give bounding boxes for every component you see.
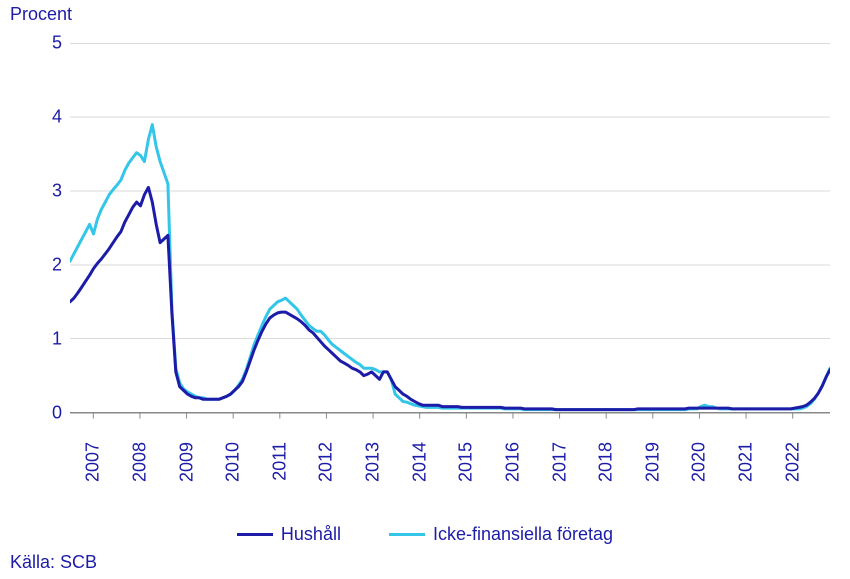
x-tick-label: 2022	[782, 442, 803, 482]
x-tick-label: 2011	[269, 442, 290, 481]
y-tick-label: 4	[52, 107, 70, 128]
x-tick-label: 2021	[736, 442, 757, 482]
x-tick-label: 2019	[642, 442, 663, 482]
y-tick-label: 5	[52, 33, 70, 54]
x-tick-label: 2008	[129, 442, 150, 482]
x-tick-label: 2013	[363, 442, 384, 482]
legend-label-hushall: Hushåll	[281, 524, 341, 545]
x-tick-label: 2018	[596, 442, 617, 482]
source-label: Källa: SCB	[10, 552, 97, 573]
x-tick-label: 2016	[502, 442, 523, 482]
chart-container: Procent 01234520072008200920102011201220…	[0, 0, 850, 579]
x-tick-label: 2012	[316, 442, 337, 482]
x-tick-label: 2009	[176, 442, 197, 482]
legend-item-icke-finansiella: Icke-finansiella företag	[389, 524, 613, 545]
x-tick-label: 2015	[456, 442, 477, 482]
legend: Hushåll Icke-finansiella företag	[0, 524, 850, 545]
legend-swatch-icke-finansiella	[389, 533, 425, 536]
x-tick-label: 2014	[409, 442, 430, 482]
y-tick-label: 1	[52, 328, 70, 349]
legend-label-icke-finansiella: Icke-finansiella företag	[433, 524, 613, 545]
legend-swatch-hushall	[237, 533, 273, 536]
plot-area: 0123452007200820092010201120122013201420…	[70, 36, 830, 431]
x-tick-label: 2017	[549, 442, 570, 482]
y-axis-title: Procent	[10, 4, 72, 25]
x-tick-label: 2020	[689, 442, 710, 482]
legend-item-hushall: Hushåll	[237, 524, 341, 545]
y-tick-label: 3	[52, 181, 70, 202]
y-tick-label: 0	[52, 402, 70, 423]
x-tick-label: 2007	[83, 442, 104, 482]
y-tick-label: 2	[52, 254, 70, 275]
x-tick-label: 2010	[223, 442, 244, 482]
